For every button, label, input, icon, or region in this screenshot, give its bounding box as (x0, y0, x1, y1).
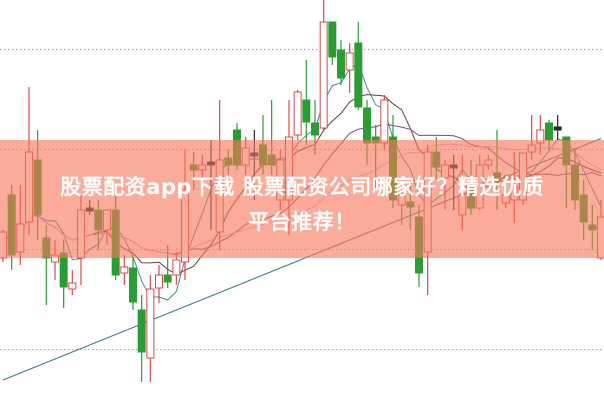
candle-body (146, 288, 155, 359)
candle-body (311, 122, 319, 136)
candle-body (302, 99, 311, 123)
candle-body (172, 259, 181, 276)
candle-body (328, 21, 337, 58)
candle-body (545, 122, 553, 141)
candle-body (120, 266, 129, 274)
candle-body (345, 52, 354, 71)
banner-title-line-1: 股票配资app下载 股票配资公司哪家好？精选优质 (60, 175, 544, 199)
candle-body (553, 126, 562, 131)
candle-body (68, 282, 77, 290)
candle-body (319, 21, 328, 129)
candle-body (137, 309, 146, 353)
candle-body (337, 49, 345, 79)
candle-body (354, 42, 363, 108)
candle-body (129, 267, 137, 303)
candle-body (163, 274, 172, 283)
candle-body (363, 107, 371, 144)
candle-body (59, 252, 68, 288)
candle-body (293, 91, 302, 136)
candle-body (155, 274, 163, 289)
banner-title-line-2: 平台推荐！ (248, 210, 356, 234)
candle-body (380, 99, 389, 144)
title-banner (0, 140, 604, 258)
